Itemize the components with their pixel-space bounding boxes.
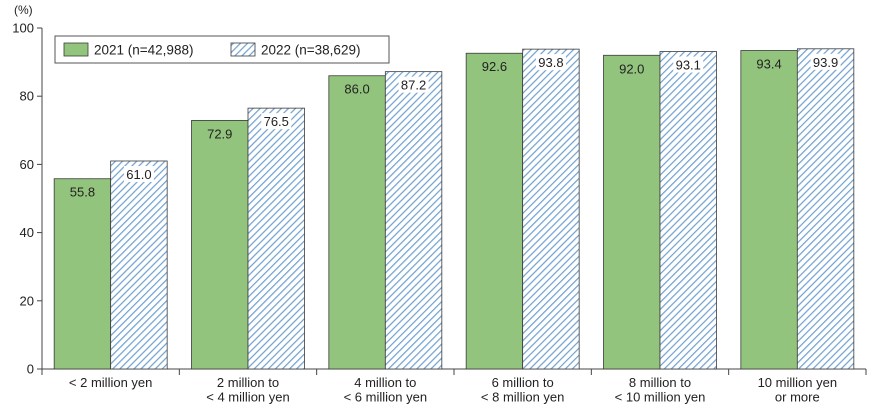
data-label-2021: 92.6: [482, 59, 507, 74]
data-label-2022-bg: [123, 165, 154, 182]
x-category-label: < 8 million yen: [481, 390, 564, 405]
data-label-2021: 55.8: [70, 185, 95, 200]
data-label-2022: 87.2: [401, 78, 426, 93]
bar-2022: [796, 48, 855, 370]
bar-2021: [53, 178, 112, 370]
bar-2021: [191, 120, 249, 370]
y-tick-label: 100: [12, 21, 34, 36]
data-label-2022-bg: [810, 53, 841, 70]
data-label-2022-bg: [673, 56, 704, 73]
data-label-2022: 93.9: [813, 55, 838, 70]
x-category-label: < 6 million yen: [344, 390, 427, 405]
x-category-label: 8 million to: [629, 375, 691, 390]
y-axis-unit-label: (%): [14, 3, 33, 17]
bar-2021: [328, 75, 386, 370]
data-label-2022: 76.5: [264, 114, 289, 129]
y-tick-label: 80: [20, 89, 34, 104]
bar-2022: [247, 107, 305, 370]
labels-group: 55.8 61.0 < 2 million yen 72.9 76.5 2 million…: [69, 53, 841, 405]
data-label-2022: 93.8: [538, 55, 563, 70]
x-category-label: or more: [775, 390, 820, 405]
data-label-2021: 92.0: [619, 61, 644, 76]
data-label-2022-bg: [261, 113, 292, 130]
x-category-label: 6 million to: [492, 375, 554, 390]
bar-2021: [603, 54, 661, 370]
y-tick-label: 0: [27, 362, 34, 377]
data-label-2021: 93.4: [756, 57, 781, 72]
legend-swatch-2022: [230, 42, 256, 57]
bar-2021: [465, 52, 524, 370]
data-label-2022-bg: [398, 76, 429, 93]
bar-2022: [384, 71, 443, 370]
legend-label-2021: 2021 (n=42,988): [94, 43, 193, 58]
axes-group: (%) 0 20 40 60 80 100: [12, 3, 867, 377]
y-tick-label: 60: [20, 157, 34, 172]
legend-box: [54, 35, 390, 64]
bar-2022: [110, 160, 168, 370]
data-label-2021: 86.0: [344, 82, 369, 97]
data-label-2021: 72.9: [207, 126, 232, 141]
data-label-2022: 61.0: [126, 167, 151, 182]
x-category-label: < 2 million yen: [69, 375, 152, 390]
data-label-2022-bg: [535, 54, 566, 71]
bar-2022: [522, 48, 580, 370]
x-category-label: < 10 million yen: [615, 390, 706, 405]
legend-swatch-2021: [63, 42, 89, 57]
x-category-label: 2 million to: [217, 375, 279, 390]
legend: 2021 (n=42,988) 2022 (n=38,629): [54, 35, 390, 64]
bars-group: [53, 48, 855, 370]
x-category-label: 10 million yen: [758, 375, 838, 390]
x-category-label: < 4 million yen: [206, 390, 289, 405]
bar-2021: [740, 50, 798, 370]
y-tick-label: 20: [20, 293, 34, 308]
data-label-2022: 93.1: [676, 58, 701, 73]
x-category-label: 4 million to: [354, 375, 416, 390]
legend-label-2022: 2022 (n=38,629): [261, 43, 360, 58]
y-tick-label: 40: [20, 225, 34, 240]
bar-2022: [659, 51, 717, 370]
